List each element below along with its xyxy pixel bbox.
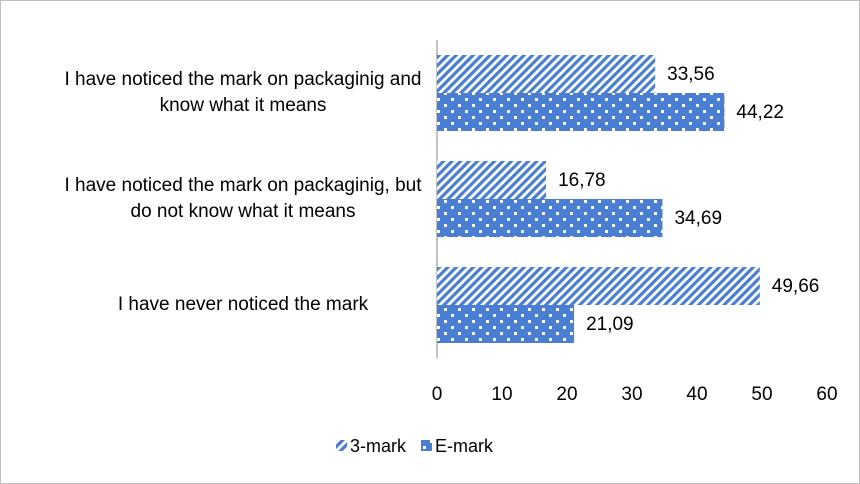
data-label: 44,22 [736, 102, 784, 123]
data-label: 16,78 [558, 170, 606, 191]
bar [437, 93, 725, 131]
x-tick-label: 50 [751, 384, 772, 405]
legend-swatch [336, 440, 347, 451]
bar [437, 199, 663, 237]
data-label: 21,09 [586, 314, 634, 335]
x-tick-label: 10 [491, 384, 512, 405]
bar [437, 55, 656, 93]
legend-label: E-mark [435, 436, 494, 456]
bar [437, 161, 547, 199]
category-label: I have never noticed the mark [117, 294, 369, 315]
category-label: I have noticed the mark on packaginig an… [64, 69, 422, 116]
x-tick-label: 20 [556, 384, 577, 405]
x-tick-label: 30 [621, 384, 642, 405]
x-tick-label: 60 [816, 384, 837, 405]
category-label: I have noticed the mark on packaginig, b… [64, 175, 422, 222]
legend-label: 3-mark [350, 436, 407, 456]
data-label: 34,69 [674, 208, 722, 229]
x-tick-label: 40 [686, 384, 707, 405]
legend-swatch [421, 440, 433, 451]
bar [437, 305, 575, 343]
x-tick-label: 0 [432, 384, 443, 405]
bar [437, 267, 760, 305]
data-label: 49,66 [772, 276, 820, 297]
data-label: 33,56 [667, 64, 715, 85]
